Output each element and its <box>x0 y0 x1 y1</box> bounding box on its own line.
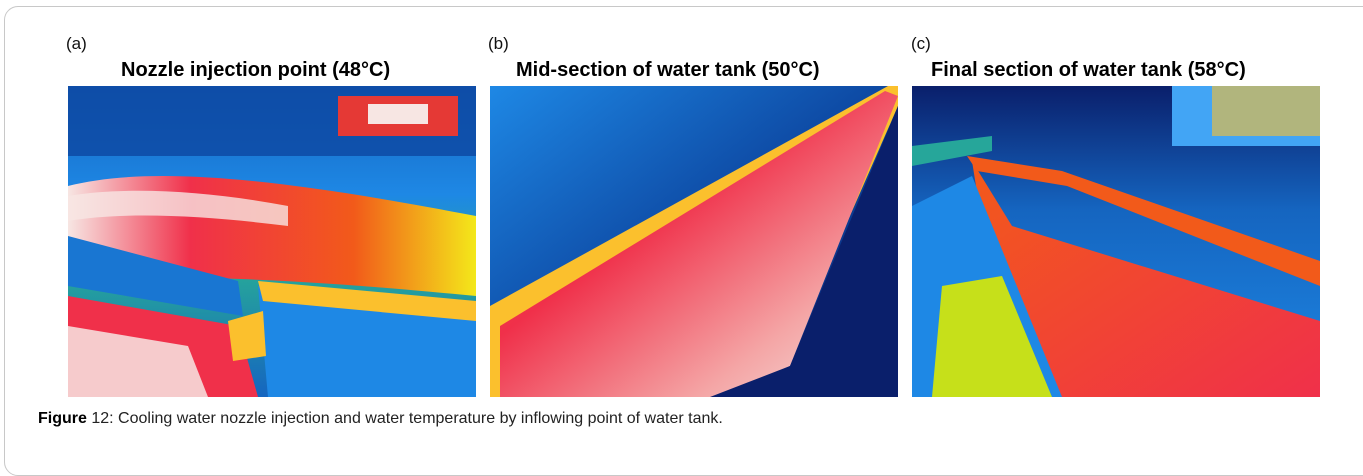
caption-number: 12 <box>86 410 110 427</box>
panel-a-tag: (a) <box>66 34 87 53</box>
figure-caption: Figure 12: Cooling water nozzle injectio… <box>38 409 723 429</box>
caption-text: : Cooling water nozzle injection and wat… <box>109 410 723 427</box>
panel-b-title: Mid-section of water tank (50°C) <box>516 59 820 81</box>
panel-c-title: Final section of water tank (58°C) <box>931 59 1246 81</box>
thermal-image-b <box>490 86 898 397</box>
panel-a-title: Nozzle injection point (48°C) <box>121 59 391 81</box>
thermal-image-a <box>68 86 476 397</box>
panel-b-tag: (b) <box>488 34 509 53</box>
thermal-image-c <box>912 86 1320 397</box>
caption-label: Figure <box>38 410 87 427</box>
panel-c-tag: (c) <box>911 34 931 53</box>
